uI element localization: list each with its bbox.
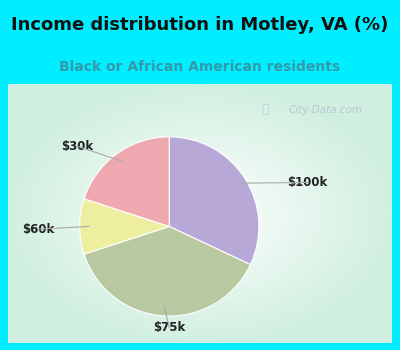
Text: $75k: $75k	[153, 321, 186, 334]
Text: $60k: $60k	[22, 223, 55, 236]
Text: $100k: $100k	[287, 176, 328, 189]
Wedge shape	[80, 199, 169, 254]
Text: Black or African American residents: Black or African American residents	[60, 60, 340, 74]
Wedge shape	[84, 226, 250, 316]
Wedge shape	[169, 137, 259, 265]
Text: City-Data.com: City-Data.com	[288, 105, 362, 115]
Text: ⦾: ⦾	[262, 103, 269, 117]
Wedge shape	[84, 137, 169, 226]
Text: Income distribution in Motley, VA (%): Income distribution in Motley, VA (%)	[11, 16, 389, 34]
Text: $30k: $30k	[61, 140, 93, 153]
